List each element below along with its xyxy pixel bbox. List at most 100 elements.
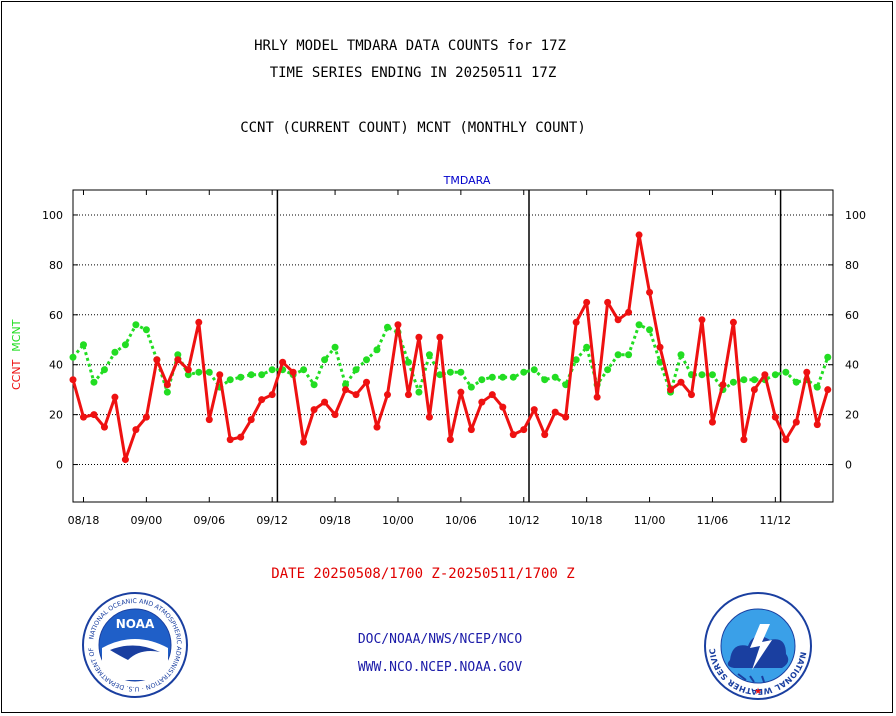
data-point-mcnt	[404, 358, 412, 366]
x-tick-label: 09/00	[131, 514, 163, 527]
data-point-mcnt	[562, 381, 570, 389]
data-point-ccnt	[604, 298, 612, 306]
data-point-mcnt	[729, 378, 737, 386]
data-point-ccnt	[436, 333, 444, 341]
y-tick-label-right: 80	[845, 259, 859, 272]
data-point-ccnt	[425, 413, 433, 421]
date-range: DATE 20250508/1700 Z-20250511/1700 Z	[271, 566, 575, 582]
data-point-mcnt	[572, 356, 580, 364]
y-tick-label-left: 40	[49, 359, 63, 372]
x-tick-label: 09/12	[256, 514, 288, 527]
data-point-mcnt	[226, 376, 234, 384]
data-point-mcnt	[111, 348, 119, 356]
data-point-mcnt	[268, 366, 276, 374]
data-point-mcnt	[551, 373, 559, 381]
data-point-ccnt	[646, 288, 654, 296]
data-point-mcnt	[237, 373, 245, 381]
data-point-ccnt	[226, 436, 234, 444]
data-point-mcnt	[740, 376, 748, 384]
data-point-mcnt	[530, 366, 538, 374]
x-tick-label: 11/12	[759, 514, 791, 527]
noaa-wordmark: NOAA	[116, 617, 155, 631]
data-point-mcnt	[583, 343, 591, 351]
series-line-mcnt	[71, 323, 830, 394]
data-point-ccnt	[572, 318, 580, 326]
data-point-ccnt	[467, 426, 475, 434]
organization-path: DOC/NOAA/NWS/NCEP/NCO	[357, 632, 523, 647]
star-icon: ★	[754, 686, 762, 696]
data-point-ccnt	[111, 393, 119, 401]
data-point-mcnt	[813, 383, 821, 391]
y-axis-title-mcnt: MCNT	[10, 319, 23, 351]
data-point-ccnt	[656, 343, 664, 351]
data-point-mcnt	[69, 353, 77, 361]
data-point-mcnt	[300, 366, 308, 374]
data-point-mcnt	[163, 388, 171, 396]
series-description: CCNT (CURRENT COUNT) MCNT (MONTHLY COUNT…	[240, 120, 586, 136]
data-point-ccnt	[331, 411, 339, 419]
chart-title: TMDARA	[443, 174, 491, 187]
data-point-mcnt	[771, 371, 779, 379]
data-point-ccnt	[551, 408, 559, 416]
data-point-ccnt	[195, 318, 203, 326]
data-point-mcnt	[677, 351, 685, 359]
data-point-ccnt	[625, 308, 633, 316]
data-point-mcnt	[205, 368, 213, 376]
data-point-ccnt	[667, 386, 675, 394]
y-tick-label-left: 60	[49, 309, 63, 322]
data-point-ccnt	[530, 406, 538, 414]
data-point-ccnt	[583, 298, 591, 306]
data-point-ccnt	[163, 381, 171, 389]
data-point-mcnt	[174, 351, 182, 359]
data-point-ccnt	[153, 356, 161, 364]
data-point-ccnt	[687, 391, 695, 399]
data-point-mcnt	[142, 326, 150, 334]
data-point-ccnt	[216, 371, 224, 379]
y-tick-label-right: 40	[845, 359, 859, 372]
figure-subtitle: TIME SERIES ENDING IN 20250511 17Z	[269, 65, 557, 81]
series-ccnt	[69, 231, 832, 464]
y-tick-label-right: 0	[845, 459, 852, 472]
data-point-ccnt	[740, 436, 748, 444]
data-point-mcnt	[184, 371, 192, 379]
x-tick-label: 09/18	[319, 514, 351, 527]
data-point-ccnt	[69, 376, 77, 384]
data-point-mcnt	[509, 373, 517, 381]
series-mcnt	[69, 321, 832, 396]
data-point-mcnt	[195, 368, 203, 376]
data-point-ccnt	[205, 416, 213, 424]
data-point-ccnt	[300, 438, 308, 446]
data-point-ccnt	[352, 391, 360, 399]
data-point-mcnt	[321, 356, 329, 364]
data-point-ccnt	[446, 436, 454, 444]
figure-title: HRLY MODEL TMDARA DATA COUNTS for 17Z	[254, 38, 566, 54]
x-tick-label: 10/00	[382, 514, 414, 527]
data-point-ccnt	[509, 431, 517, 439]
data-point-mcnt	[698, 371, 706, 379]
x-tick-label: 10/18	[571, 514, 603, 527]
data-point-ccnt	[719, 381, 727, 389]
data-point-ccnt	[184, 366, 192, 374]
website-link[interactable]: WWW.NCO.NCEP.NOAA.GOV	[357, 660, 523, 675]
data-point-ccnt	[562, 413, 570, 421]
data-point-mcnt	[79, 341, 87, 349]
data-point-mcnt	[310, 381, 318, 389]
data-point-ccnt	[729, 318, 737, 326]
data-point-ccnt	[310, 406, 318, 414]
noaa-logo-icon: NOAA NATIONAL OCEANIC AND ATMOSPHERIC AD…	[80, 590, 188, 698]
y-tick-label-right: 60	[845, 309, 859, 322]
data-point-ccnt	[404, 391, 412, 399]
data-point-ccnt	[824, 386, 832, 394]
data-point-mcnt	[635, 321, 643, 329]
data-point-ccnt	[132, 426, 140, 434]
data-point-mcnt	[520, 368, 528, 376]
data-point-mcnt	[708, 371, 716, 379]
data-point-ccnt	[520, 426, 528, 434]
data-point-ccnt	[237, 433, 245, 441]
data-point-ccnt	[415, 333, 423, 341]
data-point-ccnt	[761, 371, 769, 379]
data-point-ccnt	[803, 368, 811, 376]
data-point-ccnt	[373, 423, 381, 431]
data-point-ccnt	[488, 391, 496, 399]
data-point-mcnt	[121, 341, 129, 349]
